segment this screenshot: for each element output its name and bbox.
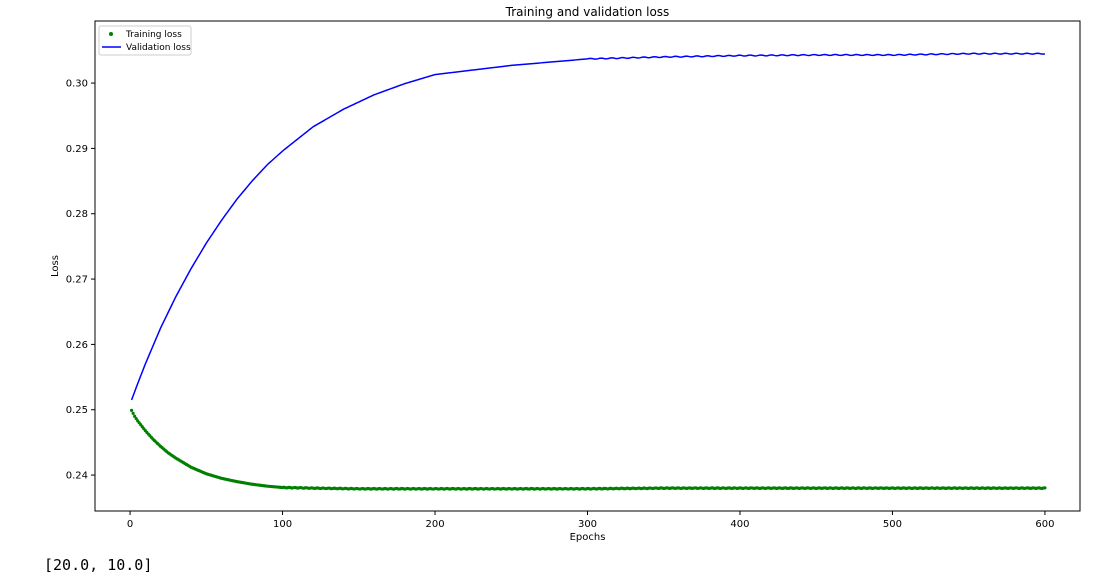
plot-area: [129, 52, 1047, 491]
y-tick-label: 0.26: [66, 340, 88, 351]
x-tick-label: 500: [883, 519, 902, 530]
x-tick-label: 400: [730, 519, 749, 530]
chart-title: Training and validation loss: [505, 5, 670, 19]
x-tick-label: 200: [425, 519, 444, 530]
y-tick-label: 0.30: [66, 79, 88, 90]
y-tick-label: 0.28: [66, 209, 88, 220]
x-tick-label: 600: [1035, 519, 1054, 530]
training-loss-point: [133, 414, 137, 418]
legend-box: [98, 25, 192, 56]
legend-marker-training: [109, 32, 113, 36]
y-tick-label: 0.29: [66, 144, 88, 155]
training-loss-point: [131, 411, 135, 415]
legend: Training loss Validation loss: [98, 25, 192, 56]
training-loss-point: [134, 416, 138, 421]
x-tick-label: 100: [273, 519, 292, 530]
y-axis-title: Loss: [50, 255, 61, 277]
y-tick-label: 0.24: [66, 471, 88, 482]
legend-label-training: Training loss: [125, 30, 182, 40]
plot-frame: [94, 20, 1081, 512]
validation-loss-line: [130, 52, 1046, 401]
x-axis-title: Epochs: [570, 532, 606, 543]
legend-label-validation: Validation loss: [126, 43, 191, 53]
cell-output-text: [20.0, 10.0]: [44, 556, 153, 574]
y-tick-label: 0.27: [66, 275, 88, 286]
x-tick-label: 300: [578, 519, 597, 530]
training-loss-point: [129, 408, 134, 412]
training-loss-points: [129, 408, 1047, 491]
x-tick-label: 0: [127, 519, 133, 530]
loss-chart: Training and validation loss 0 100 200 300 4…: [50, 5, 1081, 543]
y-tick-label: 0.25: [66, 405, 88, 416]
training-loss-point: [1043, 486, 1047, 490]
axes: 0 100 200 300 400 500 600 0.24 0.25 0.26 0.27 0.28 0…: [66, 79, 1055, 530]
